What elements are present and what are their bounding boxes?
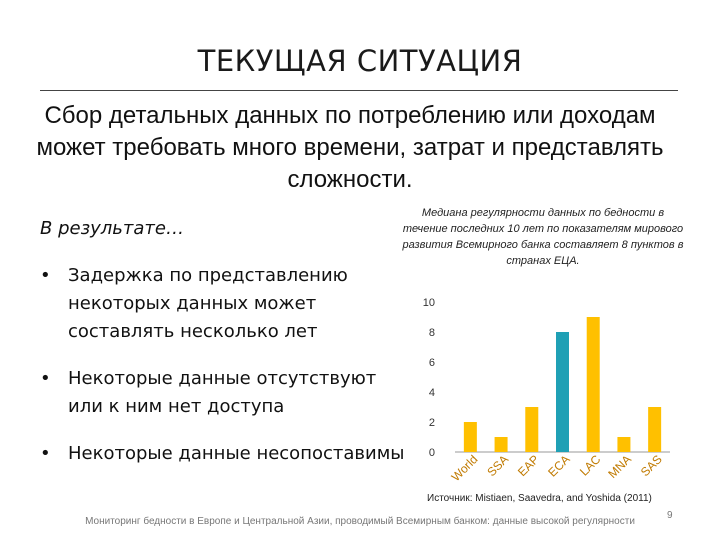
x-tick-label: World [449,452,481,484]
bar-chart: 0 2 4 6 8 10 World SSA EAP ECA LAC MNA SAS [423,297,670,484]
x-tick-label: SSA [484,452,511,479]
bar [525,407,539,452]
y-tick-label: 0 [429,447,435,459]
source-note: Источник: Mistiaen, Saavedra, and Yoshid… [427,493,652,504]
bar [617,437,631,452]
bullet-text: Задержка по представлению некоторых данн… [68,265,348,342]
bullet-icon: • [40,265,51,286]
bullet-icon: • [40,368,51,389]
bar [463,422,477,452]
y-tick-label: 10 [423,297,435,309]
x-tick-label: ECA [545,452,572,479]
bar [494,437,508,452]
x-tick-label: MNA [605,452,634,481]
bullet-list: • Задержка по представлению некоторых дан… [40,262,410,487]
bar [648,407,662,452]
lead-text: В результате… [40,218,184,239]
y-tick-label: 2 [429,417,435,429]
y-tick-label: 8 [429,327,435,339]
y-tick-label: 6 [429,357,435,369]
slide-title: ТЕКУЩАЯ СИТУАЦИЯ [197,44,523,78]
y-tick-label: 4 [429,387,435,399]
bullet-text: Некоторые данные несопоставимы [68,443,405,464]
bar [556,332,569,452]
bullet-icon: • [40,443,51,464]
x-tick-label: SAS [638,452,665,479]
x-tick-label: LAC [577,452,604,479]
slide-subtitle: Сбор детальных данных по потреблению или… [36,102,664,193]
title-divider [40,90,678,91]
x-tick-label: EAP [515,452,542,479]
bullet-item: • Задержка по представлению некоторых дан… [40,262,410,346]
bar [586,317,600,452]
page-number: 9 [667,510,673,521]
bullet-item: • Некоторые данные несопоставимы [40,440,410,468]
bullet-item: • Некоторые данные отсутствуют или к ним … [40,365,410,421]
chart-title: Медиана регулярности данных по бедности … [402,207,684,267]
slide-footer: Мониторинг бедности в Европе и Центральн… [85,516,635,527]
bullet-text: Некоторые данные отсутствуют или к ним н… [68,368,377,417]
